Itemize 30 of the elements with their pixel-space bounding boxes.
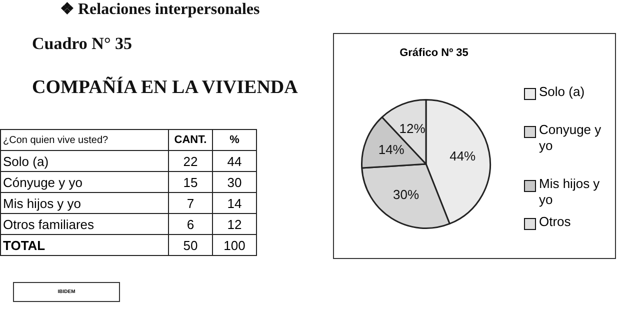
text: ¿Con quien vive usted? — [0, 130, 168, 150]
text: TOTAL — [0, 234, 168, 256]
legend-label: Mis hijos y yo — [539, 176, 601, 208]
text: 6 — [168, 214, 212, 234]
data-label: 44% — [450, 148, 476, 164]
legend-label: Otros — [539, 214, 571, 230]
text: Cuadro N° 35 — [32, 34, 132, 54]
text: 12 — [212, 214, 256, 234]
text: 30 — [212, 172, 256, 192]
chart-title: Gráfico Nº 35 — [398, 47, 470, 59]
text: ❖ Relaciones interpersonales — [60, 1, 260, 20]
data-label: 12% — [399, 120, 426, 136]
text: 100 — [212, 234, 256, 256]
text: 7 — [168, 192, 212, 214]
text: 44 — [212, 150, 256, 172]
legend-label: Solo (a) — [539, 84, 585, 100]
legend-label: Conyuge y yo — [539, 122, 602, 154]
data-label: 14% — [378, 142, 405, 157]
text: Mis hijos y yo — [0, 192, 168, 214]
text: Otros familiares — [0, 214, 168, 234]
text: COMPAÑÍA EN LA VIVIENDA — [32, 77, 298, 99]
text: 14 — [212, 192, 256, 214]
text: 50 — [168, 234, 212, 256]
text: 15 — [168, 172, 212, 192]
data-label: 30% — [393, 187, 420, 202]
text: Cónyuge y yo — [0, 172, 168, 192]
text: Solo (a) — [0, 150, 168, 172]
text: % — [212, 130, 256, 150]
text: 22 — [168, 150, 212, 172]
text: CANT. — [168, 130, 212, 150]
